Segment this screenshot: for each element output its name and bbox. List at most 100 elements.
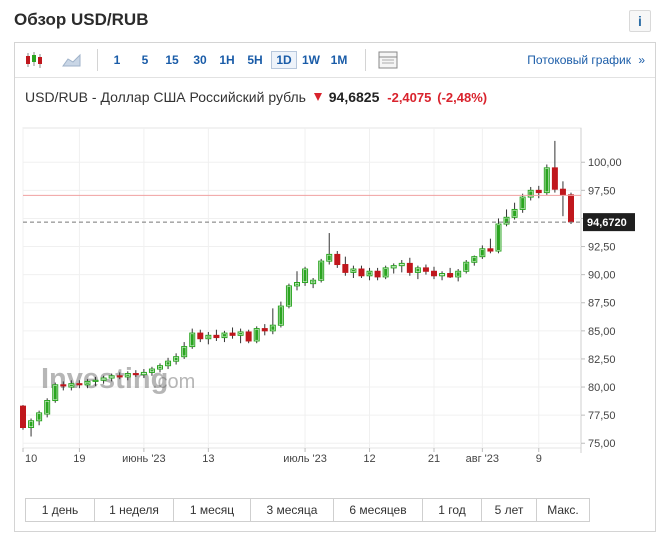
x-tick-label: 19 bbox=[73, 453, 85, 465]
candle bbox=[60, 381, 67, 391]
candle bbox=[189, 328, 196, 349]
range-5-years[interactable]: 5 лет bbox=[481, 498, 536, 522]
range-1-day[interactable]: 1 день bbox=[25, 498, 94, 522]
candle-body bbox=[487, 248, 494, 252]
candle bbox=[124, 371, 131, 381]
candle bbox=[181, 342, 188, 359]
toolbar-divider bbox=[97, 49, 98, 71]
candle-body bbox=[568, 194, 574, 223]
candle-fill bbox=[456, 272, 460, 276]
candle-body bbox=[535, 189, 542, 194]
candle-fill bbox=[287, 286, 291, 306]
range-1-week[interactable]: 1 неделя bbox=[94, 498, 173, 522]
y-axis: 100,0097,5095,0092,5090,0087,5085,0082,5… bbox=[581, 157, 622, 450]
candle-fill bbox=[158, 366, 162, 369]
candle-body bbox=[551, 167, 558, 190]
candle bbox=[551, 140, 558, 193]
range-6-months[interactable]: 6 месяцев bbox=[333, 498, 422, 522]
x-tick-label: 10 bbox=[25, 453, 37, 465]
candle-fill bbox=[239, 332, 243, 335]
period-1m[interactable]: 1M bbox=[330, 53, 348, 67]
current-price-box bbox=[583, 213, 635, 232]
candle bbox=[495, 218, 502, 254]
streaming-chart-link[interactable]: Потоковый график » bbox=[527, 53, 645, 67]
candle-fill bbox=[319, 262, 323, 280]
range-selector: 1 день 1 неделя 1 месяц 3 месяца 6 месяц… bbox=[25, 498, 590, 522]
range-1-year[interactable]: 1 год bbox=[422, 498, 481, 522]
period-30[interactable]: 30 bbox=[193, 53, 207, 67]
candle bbox=[205, 331, 212, 345]
arrow-down-icon bbox=[313, 93, 322, 101]
area-chart-icon[interactable] bbox=[61, 50, 83, 70]
candle bbox=[431, 266, 437, 280]
candle bbox=[173, 353, 180, 365]
candle-body bbox=[60, 384, 67, 387]
candle bbox=[511, 202, 518, 220]
candle-body bbox=[229, 332, 236, 336]
candle-body bbox=[559, 188, 566, 196]
candle bbox=[253, 326, 260, 344]
range-3-months[interactable]: 3 месяца bbox=[250, 498, 333, 522]
candle-body bbox=[197, 332, 204, 340]
price-change-percent: (-2,48%) bbox=[437, 90, 488, 105]
x-tick-label: 12 bbox=[363, 453, 375, 465]
period-5h[interactable]: 5H bbox=[247, 53, 263, 67]
candle-fill bbox=[45, 401, 49, 414]
period-15[interactable]: 15 bbox=[165, 53, 179, 67]
candle bbox=[36, 410, 43, 426]
period-1h[interactable]: 1H bbox=[219, 53, 235, 67]
price-chart[interactable]: 100,0097,5095,0092,5090,0087,5085,0082,5… bbox=[15, 43, 655, 493]
period-5[interactable]: 5 bbox=[141, 53, 149, 67]
y-tick-label: 82,50 bbox=[588, 354, 616, 366]
period-1d[interactable]: 1D bbox=[271, 51, 297, 69]
candle bbox=[20, 405, 26, 430]
y-tick-label: 77,50 bbox=[588, 410, 616, 422]
candle-fill bbox=[368, 272, 372, 275]
candle bbox=[568, 192, 574, 225]
candle bbox=[294, 271, 300, 291]
table-view-icon[interactable] bbox=[377, 50, 399, 70]
y-tick-label: 97,50 bbox=[588, 185, 616, 197]
candle-body bbox=[374, 270, 381, 278]
candle-fill bbox=[85, 382, 89, 384]
x-tick-label: июль '23 bbox=[283, 453, 327, 465]
candle-body bbox=[447, 273, 454, 278]
range-max[interactable]: Макс. bbox=[536, 498, 590, 522]
candle-fill bbox=[529, 191, 533, 197]
x-axis: 10 19 июнь '23 13 июль '23 12 21 авг '23 9 bbox=[22, 448, 542, 465]
candle bbox=[471, 255, 478, 266]
candle-fill bbox=[166, 362, 170, 365]
candle bbox=[277, 301, 284, 328]
instrument-name: USD/RUB - Доллар США Российский рубль bbox=[25, 89, 306, 105]
candle-fill bbox=[480, 249, 484, 256]
candle bbox=[326, 233, 333, 265]
candle bbox=[261, 324, 268, 336]
candle bbox=[76, 380, 83, 389]
info-icon[interactable]: i bbox=[629, 10, 651, 32]
period-1[interactable]: 1 bbox=[113, 53, 121, 67]
quote-line: USD/RUB - Доллар США Российский рубль 94… bbox=[25, 89, 487, 105]
range-1-month[interactable]: 1 месяц bbox=[173, 498, 250, 522]
candle-fill bbox=[255, 329, 259, 340]
candle-fill bbox=[496, 225, 500, 251]
candle bbox=[157, 363, 163, 373]
candle-body bbox=[406, 262, 413, 273]
candle-fill bbox=[69, 384, 73, 387]
candle bbox=[398, 260, 405, 273]
candle bbox=[44, 398, 51, 418]
candle-fill bbox=[37, 413, 41, 420]
candle-body bbox=[342, 264, 349, 273]
y-tick-label: 87,50 bbox=[588, 298, 616, 310]
candle bbox=[479, 245, 486, 259]
period-1w[interactable]: 1W bbox=[302, 53, 320, 67]
candle bbox=[302, 266, 309, 286]
candle bbox=[374, 267, 381, 281]
candle bbox=[334, 251, 341, 268]
chevron-right-icon: » bbox=[638, 53, 645, 67]
candle bbox=[519, 193, 526, 213]
candle bbox=[350, 265, 357, 279]
candle-body bbox=[245, 331, 252, 342]
candlestick-chart-icon[interactable] bbox=[23, 50, 45, 70]
x-tick-label: 21 bbox=[428, 453, 440, 465]
candle bbox=[84, 379, 91, 389]
